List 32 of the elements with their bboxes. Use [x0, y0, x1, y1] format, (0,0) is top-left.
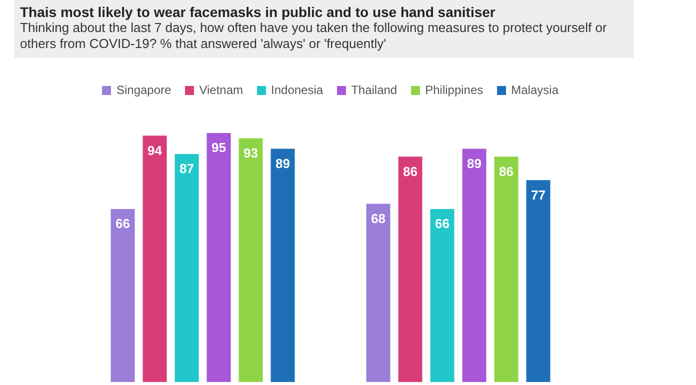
- data-label: 86: [499, 164, 514, 179]
- data-label: 89: [276, 156, 290, 171]
- data-label: 66: [116, 216, 130, 232]
- bar: [270, 148, 295, 382]
- data-label: 86: [403, 164, 418, 179]
- data-label: 94: [148, 142, 163, 158]
- bar: [238, 138, 263, 382]
- legend-label: Philippines: [425, 83, 484, 97]
- data-label: 93: [244, 145, 258, 160]
- bar: [366, 204, 390, 382]
- data-label: 77: [531, 187, 546, 202]
- bar: [174, 154, 199, 382]
- chart-subtitle: Thinking about the last 7 days, how often have you taken the following measures to protect yourself or others from COVID-19? % that answered 'always' or 'frequently': [20, 20, 608, 52]
- legend-label: Singapore: [116, 83, 172, 97]
- data-label: 89: [467, 156, 482, 171]
- legend-label: Vietnam: [199, 83, 244, 97]
- bar: [430, 209, 454, 382]
- legend-label: Malaysia: [511, 83, 558, 97]
- data-label: 66: [435, 216, 450, 232]
- data-label: 95: [212, 140, 226, 156]
- bar: [526, 180, 550, 382]
- bar: [398, 156, 422, 382]
- legend-label: Thailand: [351, 83, 398, 97]
- bar: [110, 209, 135, 382]
- chart-title: Thais most likely to wear facemasks in public and to use hand sanitiser: [20, 4, 496, 20]
- data-label: 68: [371, 211, 386, 226]
- bar: [494, 156, 518, 382]
- legend-label: Indonesia: [271, 83, 324, 97]
- data-label: 87: [180, 161, 194, 176]
- bar: [142, 136, 167, 382]
- bar: [462, 148, 486, 382]
- bar: [206, 133, 231, 382]
